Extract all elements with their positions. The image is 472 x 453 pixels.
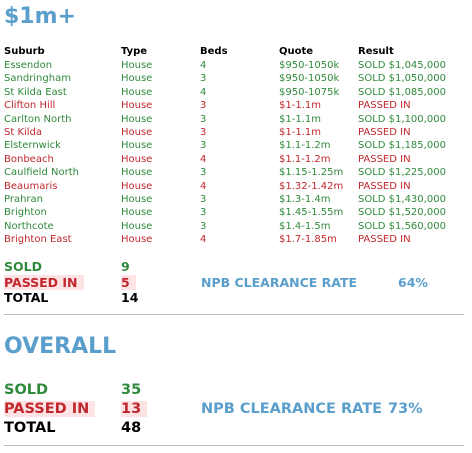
column-header: Suburb — [4, 46, 45, 57]
table-cell: $1-1.1m — [279, 113, 321, 125]
table-cell: 3 — [200, 194, 207, 205]
table-cell: House — [121, 60, 153, 71]
table-cell: 4 — [200, 234, 207, 246]
table-cell: PASSED IN — [358, 180, 411, 192]
table-cell: House — [121, 127, 153, 138]
table-cell: Brighton — [4, 207, 47, 219]
table-cell: House — [121, 234, 153, 246]
table-cell: $1-1.1m — [279, 100, 321, 112]
table-cell: SOLD $1,185,000 — [358, 140, 446, 152]
total-label: TOTAL — [4, 290, 49, 305]
table-cell: PASSED IN — [358, 100, 411, 112]
table-cell: $1.15-1.25m — [279, 167, 344, 179]
total-label: TOTAL — [4, 420, 56, 436]
clearance-rate: 73% — [388, 401, 423, 417]
table-cell: 3 — [200, 113, 207, 125]
table-cell: 4 — [200, 180, 207, 192]
table-cell: Caulfield North — [4, 167, 79, 179]
table-cell: $1.3-1.4m — [279, 194, 331, 205]
table-cell: St Kilda East — [4, 86, 67, 98]
table-cell: $1.7-1.85m — [279, 234, 337, 246]
table-cell: Bonbeach — [4, 153, 54, 165]
divider — [4, 445, 464, 446]
table-cell: 4 — [200, 86, 207, 98]
column-header: Type — [121, 46, 148, 57]
table-cell: Prahran — [4, 194, 44, 205]
column-header: Quote — [279, 46, 314, 57]
table-cell: SOLD $1,100,000 — [358, 113, 446, 125]
table-cell: $950-1075k — [279, 86, 340, 98]
table-cell: St Kilda — [4, 127, 43, 138]
table-cell: $1.45-1.55m — [279, 207, 344, 219]
column-header: Result — [358, 46, 394, 57]
table-cell: $950-1050k — [279, 60, 340, 71]
table-cell: PASSED IN — [358, 153, 411, 165]
table-cell: SOLD $1,520,000 — [358, 207, 446, 219]
table-cell: 3 — [200, 220, 207, 232]
table-cell: House — [121, 100, 153, 112]
total-count: 48 — [121, 420, 142, 436]
table-cell: House — [121, 220, 153, 232]
table-cell: House — [121, 167, 153, 179]
sold-count: 9 — [121, 259, 130, 274]
table-cell: 4 — [200, 60, 207, 71]
table-cell: $1-1.1m — [279, 127, 321, 138]
section-title: OVERALL — [4, 334, 117, 359]
table-cell: House — [121, 194, 153, 205]
table-cell: Northcote — [4, 220, 54, 232]
passed-label: PASSED IN — [4, 401, 96, 417]
table-cell: PASSED IN — [358, 234, 411, 246]
sold-label: SOLD — [4, 259, 42, 274]
table-cell: Carlton North — [4, 113, 72, 125]
total-count: 14 — [121, 290, 139, 305]
table-cell: 3 — [200, 140, 207, 152]
table-cell: 3 — [200, 73, 207, 85]
column-header: Beds — [200, 46, 228, 57]
table-cell: House — [121, 86, 153, 98]
table-cell: House — [121, 73, 153, 85]
table-cell: House — [121, 113, 153, 125]
table-cell: SOLD $1,045,000 — [358, 60, 446, 71]
sold-label: SOLD — [4, 382, 49, 398]
table-cell: SOLD $1,560,000 — [358, 220, 446, 232]
table-cell: 3 — [200, 167, 207, 179]
table-cell: House — [121, 153, 153, 165]
table-cell: SOLD $1,225,000 — [358, 167, 446, 179]
table-cell: 3 — [200, 127, 207, 138]
table-cell: Clifton Hill — [4, 100, 56, 112]
table-cell: House — [121, 140, 153, 152]
clearance-rate: 64% — [398, 275, 428, 290]
table-cell: $950-1050k — [279, 73, 340, 85]
table-cell: 3 — [200, 207, 207, 219]
passed-count: 5 — [121, 274, 136, 290]
table-cell: Brighton East — [4, 234, 72, 246]
passed-count: 13 — [121, 401, 148, 417]
table-cell: 4 — [200, 153, 207, 165]
table-cell: SOLD $1,050,000 — [358, 73, 446, 85]
table-cell: Essendon — [4, 60, 53, 71]
passed-label: PASSED IN — [4, 274, 84, 290]
table-cell: $1.1-1.2m — [279, 140, 331, 152]
table-cell: SOLD $1,430,000 — [358, 194, 446, 205]
divider — [4, 314, 464, 315]
table-cell: $1.1-1.2m — [279, 153, 331, 165]
section-title: $1m+ — [4, 4, 76, 29]
table-cell: Beaumaris — [4, 180, 58, 192]
table-cell: Sandringham — [4, 73, 71, 85]
sold-count: 35 — [121, 382, 142, 398]
clearance-label: NPB CLEARANCE RATE — [201, 275, 358, 290]
table-cell: Elsternwick — [4, 140, 61, 152]
clearance-label: NPB CLEARANCE RATE — [201, 401, 383, 417]
table-cell: $1.32-1.42m — [279, 180, 344, 192]
table-cell: 3 — [200, 100, 207, 112]
table-cell: House — [121, 180, 153, 192]
table-cell: SOLD $1,085,000 — [358, 86, 446, 98]
table-cell: PASSED IN — [358, 127, 411, 138]
table-cell: $1.4-1.5m — [279, 220, 331, 232]
table-cell: House — [121, 207, 153, 219]
